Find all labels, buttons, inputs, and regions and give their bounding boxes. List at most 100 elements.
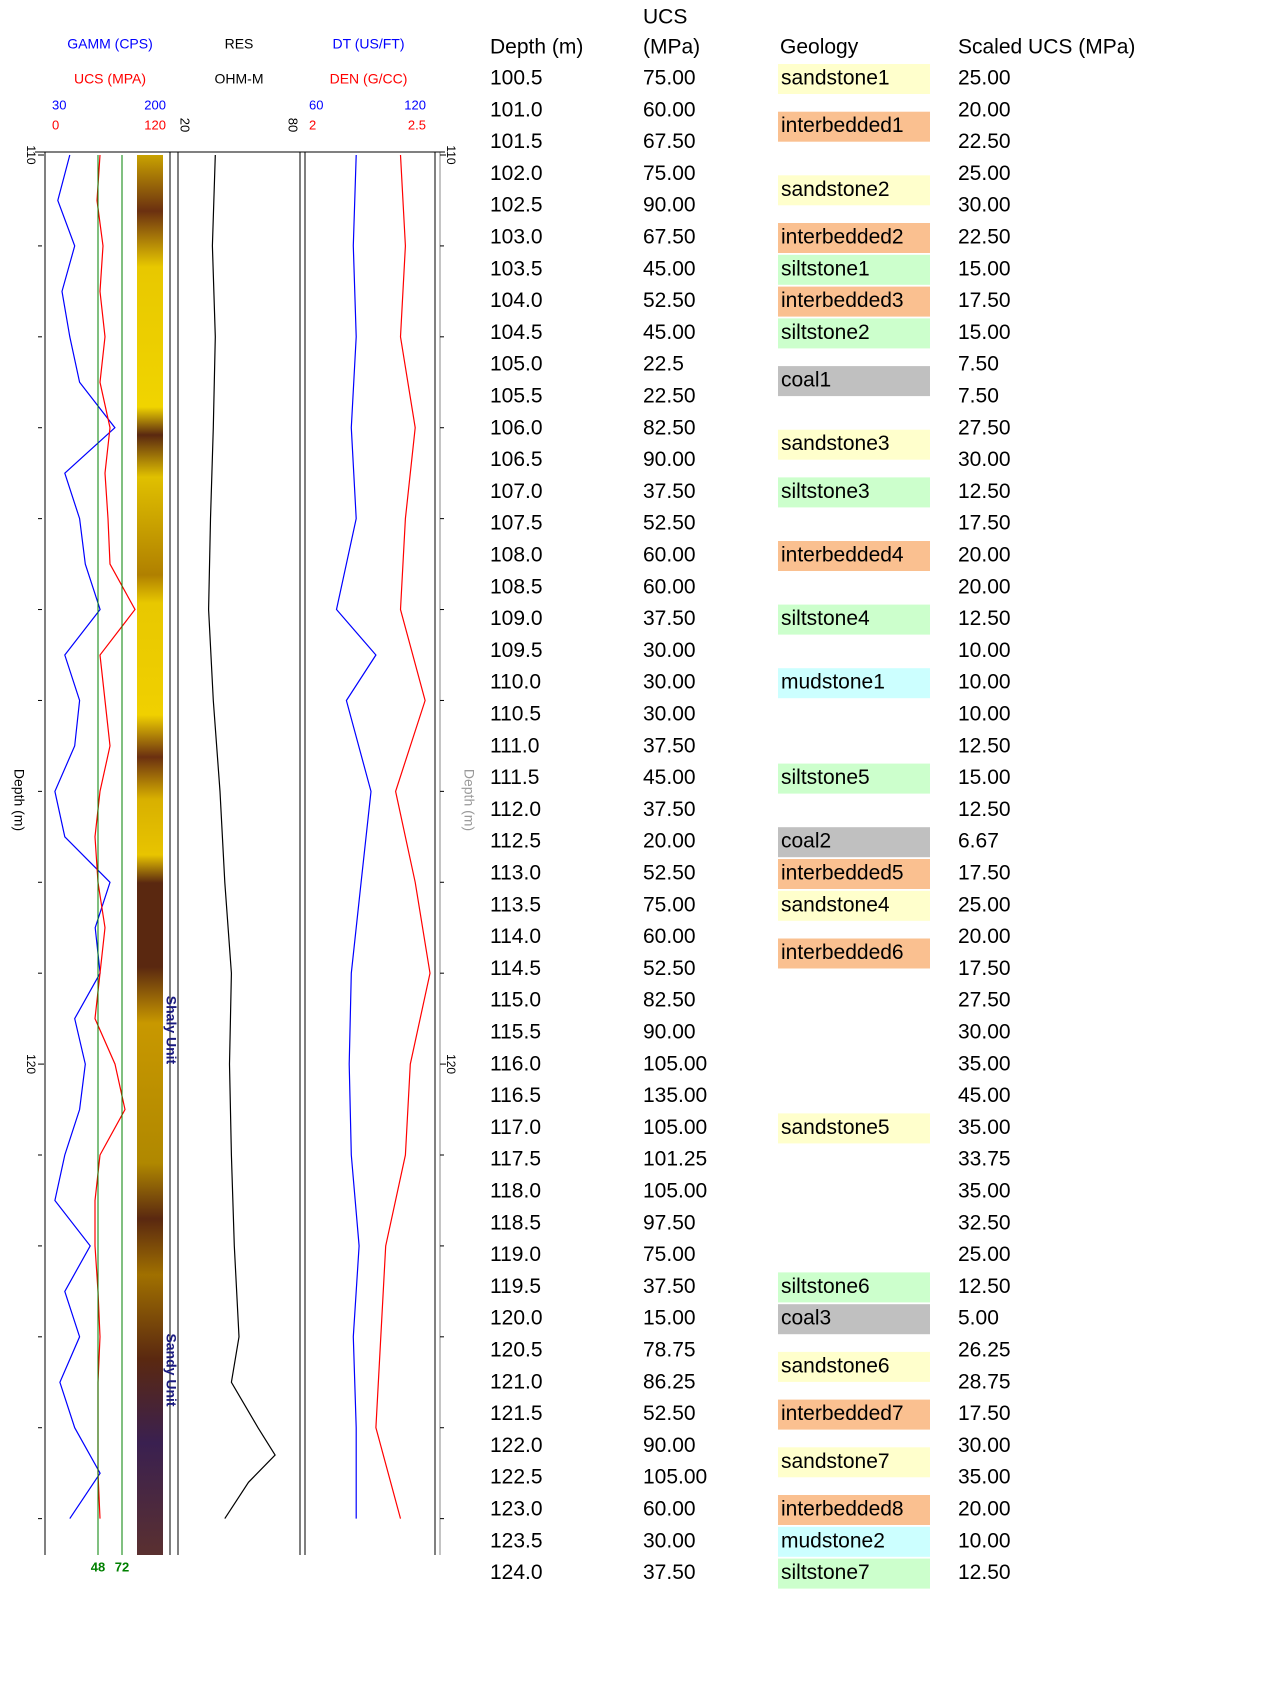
table-cell: 30.00 [643,671,696,694]
geology-label: coal3 [781,1307,831,1330]
table-cell: 116.5 [490,1084,541,1107]
geology-label: sandstone1 [781,67,890,90]
scale-label: 120 [144,117,166,132]
table-cell: 75.00 [643,893,696,916]
table-cell: 30.00 [643,703,696,726]
table-cell: 22.5 [643,353,684,376]
geology-label: interbedded3 [781,289,904,312]
table-cell: 101.5 [490,130,543,153]
geology-label: mudstone2 [781,1529,885,1552]
table-cell: 52.50 [643,862,696,885]
table-cell: 45.00 [958,1084,1011,1107]
table-cell: 25.00 [958,67,1011,90]
geology-label: siltstone3 [781,480,870,503]
table-cell: 105.5 [490,385,543,408]
table-cell: 102.5 [490,194,543,217]
table-cell: 113.5 [490,893,541,916]
geology-label: sandstone6 [781,1354,890,1377]
geology-label: sandstone7 [781,1450,890,1473]
y-tick-label: 120 [444,1054,458,1074]
geology-label: interbedded8 [781,1498,904,1521]
log-curve [209,155,276,1519]
table-cell: 20.00 [958,544,1011,567]
table-cell: 52.50 [643,1402,696,1425]
table-cell: 90.00 [643,194,696,217]
table-cell: 75.00 [643,67,696,90]
table-cell: 37.50 [643,607,696,630]
table-cell: 111.5 [490,766,539,789]
scale-label: 20 [178,118,193,132]
table-cell: 60.00 [643,575,696,598]
scale-label: 200 [144,97,166,112]
geology-label: coal1 [781,369,831,392]
curve-name: DT (US/FT) [332,36,404,52]
log-curve [55,155,115,1519]
table-cell: 120.5 [490,1339,543,1362]
table-cell: 10.00 [958,671,1011,694]
table-cell: 82.50 [643,989,696,1012]
table-cell: 12.50 [958,798,1011,821]
y-tick-label: 120 [24,1054,38,1074]
table-cell: 12.50 [958,480,1011,503]
table-header: Depth (m) [490,36,583,59]
geology-label: siltstone6 [781,1275,870,1298]
table-cell: 112.5 [490,830,541,853]
table-cell: 17.50 [958,1402,1011,1425]
table-cell: 10.00 [958,1529,1011,1552]
table-cell: 105.00 [643,1180,707,1203]
table-cell: 5.00 [958,1307,999,1330]
geology-label: coal2 [781,830,831,853]
table-cell: 75.00 [643,1243,696,1266]
table-cell: 60.00 [643,925,696,948]
table-cell: 123.5 [490,1529,543,1552]
table-cell: 52.50 [643,289,696,312]
table-cell: 15.00 [958,257,1011,280]
table-cell: 33.75 [958,1148,1011,1171]
geology-label: siltstone5 [781,766,870,789]
table-cell: 30.00 [958,1434,1011,1457]
geology-label: siltstone7 [781,1561,870,1584]
curve-name: RES [225,36,254,52]
table-header: Scaled UCS (MPa) [958,36,1135,59]
table-cell: 67.50 [643,130,696,153]
table-cell: 119.5 [490,1275,541,1298]
log-curve [376,155,430,1519]
table-cell: 35.00 [958,1180,1011,1203]
table-cell: 60.00 [643,98,696,121]
table-cell: 25.00 [958,893,1011,916]
table-cell: 12.50 [958,734,1011,757]
table-cell: 113.0 [490,862,541,885]
table-header: UCS [643,6,687,29]
table-cell: 30.00 [958,194,1011,217]
geology-label: siltstone1 [781,257,870,280]
geology-label: interbedded5 [781,862,904,885]
table-cell: 119.0 [490,1243,541,1266]
table-cell: 114.5 [490,957,541,980]
log-curve [337,155,376,1519]
scale-label: 2 [309,117,316,132]
table-cell: 52.50 [643,512,696,535]
table-cell: 90.00 [643,1021,696,1044]
table-cell: 27.50 [958,416,1011,439]
geology-label: interbedded4 [781,544,904,567]
y-tick-label: 110 [24,145,38,164]
page: { "log": { "ylabel": "Depth (m)", "ylim"… [0,0,1277,1700]
table-cell: 15.00 [643,1307,696,1330]
table-cell: 102.0 [490,162,543,185]
table-cell: 124.0 [490,1561,543,1584]
geology-label: sandstone4 [781,893,890,916]
table-cell: 10.00 [958,703,1011,726]
table-cell: 75.00 [643,162,696,185]
geology-label: interbedded2 [781,226,904,249]
table-cell: 12.50 [958,1561,1011,1584]
table-cell: 105.0 [490,353,543,376]
cutoff-label: 48 [91,1559,105,1574]
table-cell: 116.0 [490,1052,541,1075]
table-cell: 15.00 [958,766,1011,789]
geology-label: sandstone3 [781,432,890,455]
table-cell: 37.50 [643,480,696,503]
scale-label: 120 [404,97,426,112]
table-cell: 35.00 [958,1052,1011,1075]
table-cell: 122.5 [490,1466,543,1489]
table-cell: 109.0 [490,607,543,630]
